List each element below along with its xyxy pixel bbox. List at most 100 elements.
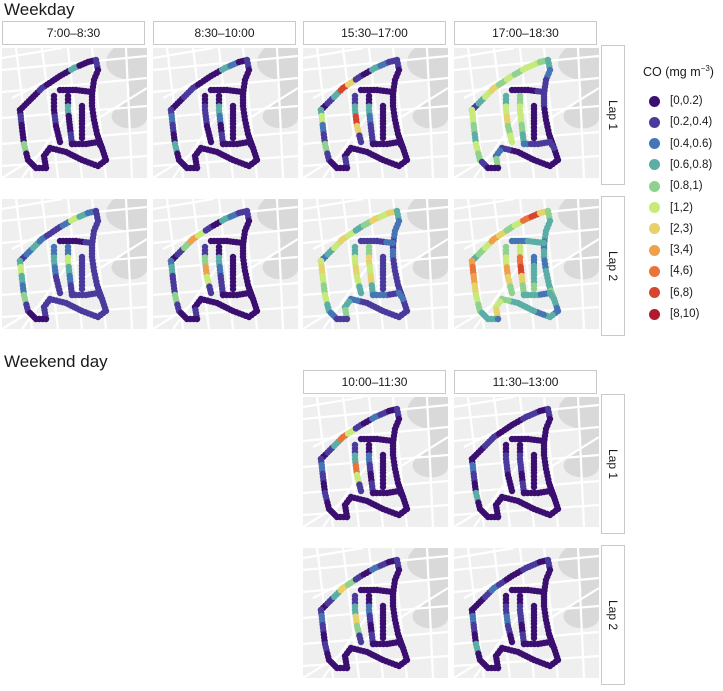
street — [454, 397, 515, 409]
co-measurement-point — [42, 315, 50, 323]
river — [407, 548, 448, 629]
co-measurement-point — [379, 634, 387, 642]
co-measurement-point — [239, 239, 247, 247]
map-panel-weekday-1530-lap2 — [303, 199, 448, 329]
street — [454, 554, 599, 572]
street — [454, 238, 599, 329]
legend-color-dot — [649, 265, 660, 277]
legend-title: CO (mg m−3) — [643, 64, 714, 79]
street — [153, 54, 298, 72]
co-measurement-point — [56, 289, 64, 297]
river — [407, 199, 448, 280]
street — [425, 548, 435, 678]
map-panel-weekday-0830-lap1 — [153, 48, 298, 178]
co-measurement-point — [379, 134, 387, 142]
map-svg — [454, 397, 599, 527]
street — [303, 154, 448, 168]
map-panel-weekday-0830-lap2 — [153, 199, 298, 329]
street — [576, 199, 586, 329]
street — [2, 199, 63, 211]
street — [454, 205, 599, 223]
street — [40, 48, 60, 178]
street — [303, 199, 364, 211]
co-measurement-point — [98, 144, 106, 152]
co-measurement-point — [530, 134, 538, 142]
river — [558, 199, 599, 280]
co-measurement-point — [193, 164, 201, 172]
co-measurement-point — [343, 664, 351, 672]
map-svg — [454, 548, 599, 678]
map-svg — [454, 199, 599, 329]
street — [2, 238, 147, 329]
street — [303, 227, 448, 245]
legend-label: [2,3) — [670, 222, 694, 235]
column-header-weekend-1: 10:00–11:30 — [303, 370, 446, 394]
street — [303, 48, 364, 60]
street — [124, 199, 134, 329]
co-measurement-point — [540, 88, 548, 96]
legend-title-text: CO (mg m — [643, 65, 701, 80]
co-measurement-point — [530, 285, 538, 293]
co-measurement-point — [88, 88, 96, 96]
street — [463, 577, 505, 599]
legend-label: [0.8,1) — [670, 180, 703, 193]
co-measurement-point — [249, 295, 257, 303]
street — [341, 397, 361, 527]
co-measurement-point — [343, 164, 351, 172]
row-label-weekday-lap1: Lap 1 — [606, 99, 620, 131]
street — [341, 199, 361, 329]
street — [454, 305, 599, 319]
street — [425, 397, 435, 527]
street — [303, 425, 448, 443]
co-measurement-point — [508, 138, 516, 146]
co-measurement-point — [494, 664, 502, 672]
legend-item: [0.6,0.8) — [649, 158, 712, 172]
map-panel-weekend-1000-lap1 — [303, 397, 448, 527]
co-measurement-point — [357, 138, 365, 146]
co-measurement-point — [508, 638, 516, 646]
street — [303, 403, 448, 421]
street — [454, 425, 599, 443]
street — [576, 548, 586, 678]
co-measurement-point — [193, 315, 201, 323]
row-label-weekend-lap1: Lap 1 — [606, 448, 620, 480]
legend-color-dot — [649, 180, 660, 192]
street — [303, 576, 448, 594]
map-panel-weekday-1700-lap2 — [454, 199, 599, 329]
street — [576, 48, 586, 178]
river — [558, 48, 599, 129]
legend-color-dot — [649, 95, 660, 107]
street — [11, 228, 53, 250]
co-measurement-point — [399, 295, 407, 303]
map-svg — [303, 48, 448, 178]
street — [454, 436, 599, 527]
co-measurement-point — [239, 88, 247, 96]
legend-item: [0.8,1) — [649, 179, 703, 193]
column-header-weekday-1: 7:00–8:30 — [2, 21, 145, 45]
river — [106, 48, 147, 129]
legend-color-dot — [649, 244, 660, 256]
legend-title-close: ) — [709, 65, 714, 80]
map-panel-weekend-1130-lap2 — [454, 548, 599, 678]
street — [303, 654, 448, 668]
street — [425, 48, 435, 178]
river — [558, 397, 599, 478]
street — [492, 48, 512, 178]
street — [492, 548, 512, 678]
row-label-weekend-lap2: Lap 2 — [606, 599, 620, 631]
column-header-weekday-3: 15:30–17:00 — [303, 21, 446, 45]
street — [341, 48, 361, 178]
legend-title-unit-exponent: −3 — [700, 64, 710, 73]
map-svg — [2, 199, 147, 329]
street — [153, 305, 298, 319]
co-measurement-point — [42, 164, 50, 172]
row-strip-weekday-lap2: Lap 2 — [601, 196, 625, 336]
river — [106, 199, 147, 280]
legend-color-dot — [649, 138, 660, 150]
river — [558, 548, 599, 629]
legend-color-dot — [649, 308, 660, 320]
street — [341, 548, 361, 678]
map-svg — [303, 199, 448, 329]
street — [312, 77, 354, 99]
co-measurement-point — [494, 513, 502, 521]
